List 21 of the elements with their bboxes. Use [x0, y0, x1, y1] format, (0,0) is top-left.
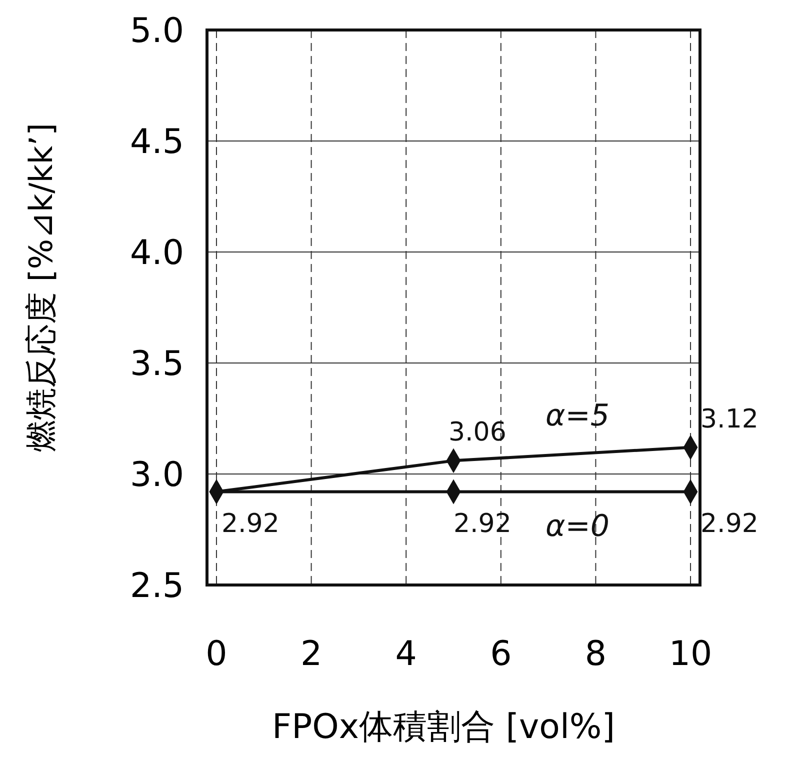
data-label: 2.92: [221, 508, 280, 539]
y-tick-label: 3.0: [130, 455, 184, 495]
x-tick-label: 6: [490, 634, 512, 674]
x-axis-title: FPOx体積割合 [vol%]: [272, 707, 615, 747]
x-tick-label: 8: [584, 634, 607, 674]
y-tick-label: 2.5: [130, 566, 184, 606]
series-label: α=5: [546, 398, 610, 434]
x-tick-label: 10: [668, 634, 712, 674]
data-label: 3.06: [448, 418, 506, 448]
data-label: 2.92: [454, 508, 512, 539]
y-tick-label: 4.5: [130, 122, 184, 162]
data-label: 2.92: [700, 508, 758, 539]
y-tick-label: 3.5: [130, 344, 184, 384]
data-label: 3.12: [700, 404, 758, 434]
y-tick-label: 4.0: [130, 233, 184, 273]
x-tick-label: 0: [206, 634, 228, 674]
x-tick-label: 4: [395, 634, 417, 674]
x-tick-label: 2: [300, 634, 322, 674]
series-label: α=0: [546, 508, 610, 544]
y-axis-title: 燃焼反応度 [%⊿k/kk’]: [22, 123, 60, 452]
y-tick-label: 5.0: [130, 11, 184, 51]
